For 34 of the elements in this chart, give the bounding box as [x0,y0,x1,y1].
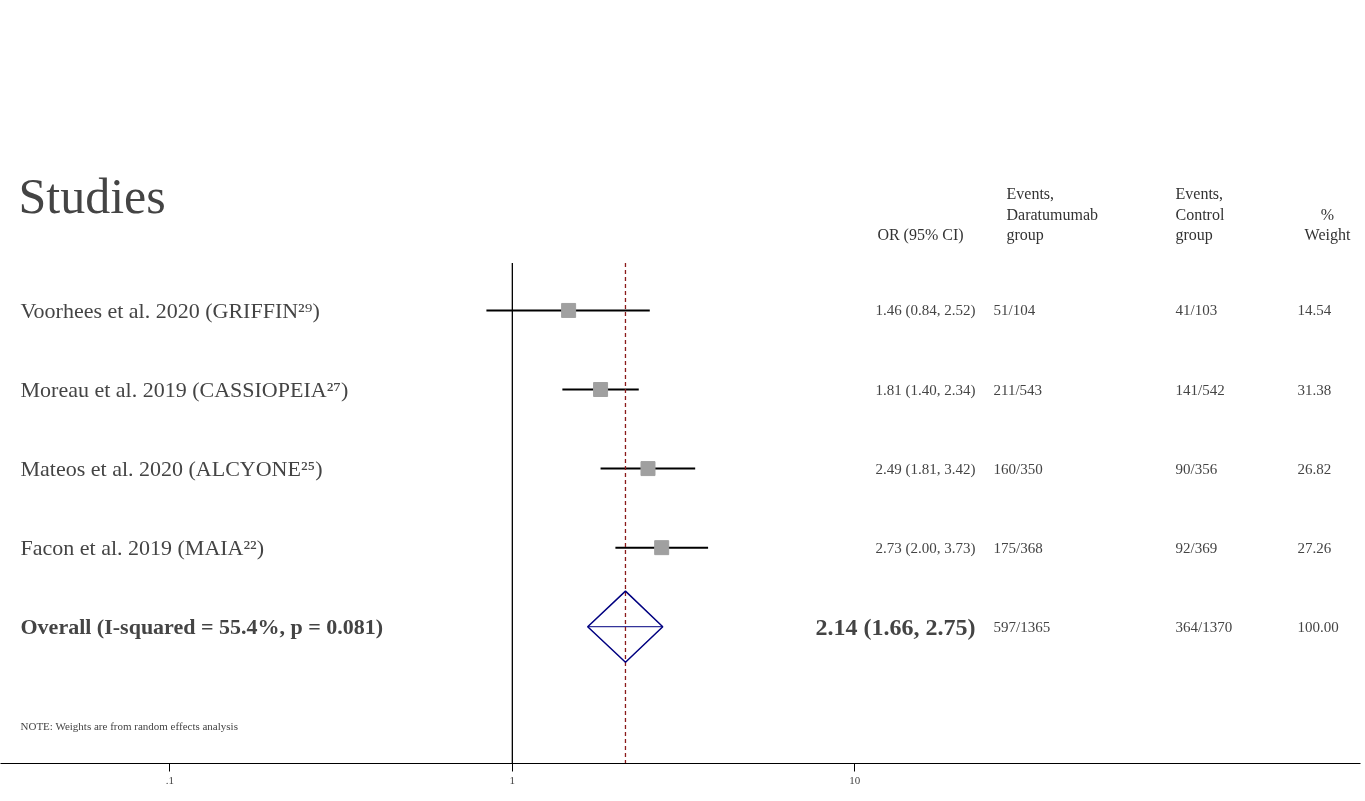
x-tick-label: 10 [849,773,861,786]
text: Events, Control group [1175,185,1225,245]
y-tick-label: Overall (I-squared = 55.4%, p = 0.081) [20,614,384,640]
annotation: 1.81 (1.40, 2.34) [875,381,976,399]
annotation: 90/356 [1175,460,1218,477]
annotation: 211/543 [993,381,1043,398]
chart-title: Studies [18,167,166,224]
annotation: 2.73 (2.00, 3.73) [875,539,976,557]
annotation: 26.82 [1297,460,1332,477]
annotation: 160/350 [993,460,1043,477]
y-tick-label: Mateos et al. 2020 (ALCYONE²⁵) [20,456,323,482]
y-tick-label: Voorhees et al. 2020 (GRIFFIN²⁹) [20,297,320,323]
annotation: 14.54 [1297,302,1332,319]
annotation: 1.46 (0.84, 2.52) [875,302,976,320]
y-tick-label: Moreau et al. 2019 (CASSIOPEIA²⁷) [20,377,349,403]
annotation: 597/1365 [993,618,1051,635]
x-tick-label: .1 [165,773,175,786]
annotation: 2.49 (1.81, 3.42) [875,460,976,478]
y-tick-label: Facon et al. 2019 (MAIA²²) [20,535,265,561]
annotation: 51/104 [993,302,1036,319]
annotation: 2.14 (1.66, 2.75) [815,613,976,640]
annotation: 92/369 [1175,539,1218,556]
annotation: 41/103 [1175,302,1218,319]
text: % Weight [1304,205,1351,245]
annotation: 100.00 [1297,618,1339,635]
text: Events, Daratumumab group [1006,185,1099,245]
annotation: 27.26 [1297,539,1332,556]
annotation: NOTE: Weights are from random effects analysis [20,719,238,732]
annotation: 141/542 [1175,381,1225,398]
annotation: 175/368 [993,539,1043,556]
annotation: 31.38 [1297,381,1332,398]
x-tick-label: 1 [509,773,516,786]
annotation: 364/1370 [1175,618,1233,635]
text: OR (95% CI) [877,226,964,245]
